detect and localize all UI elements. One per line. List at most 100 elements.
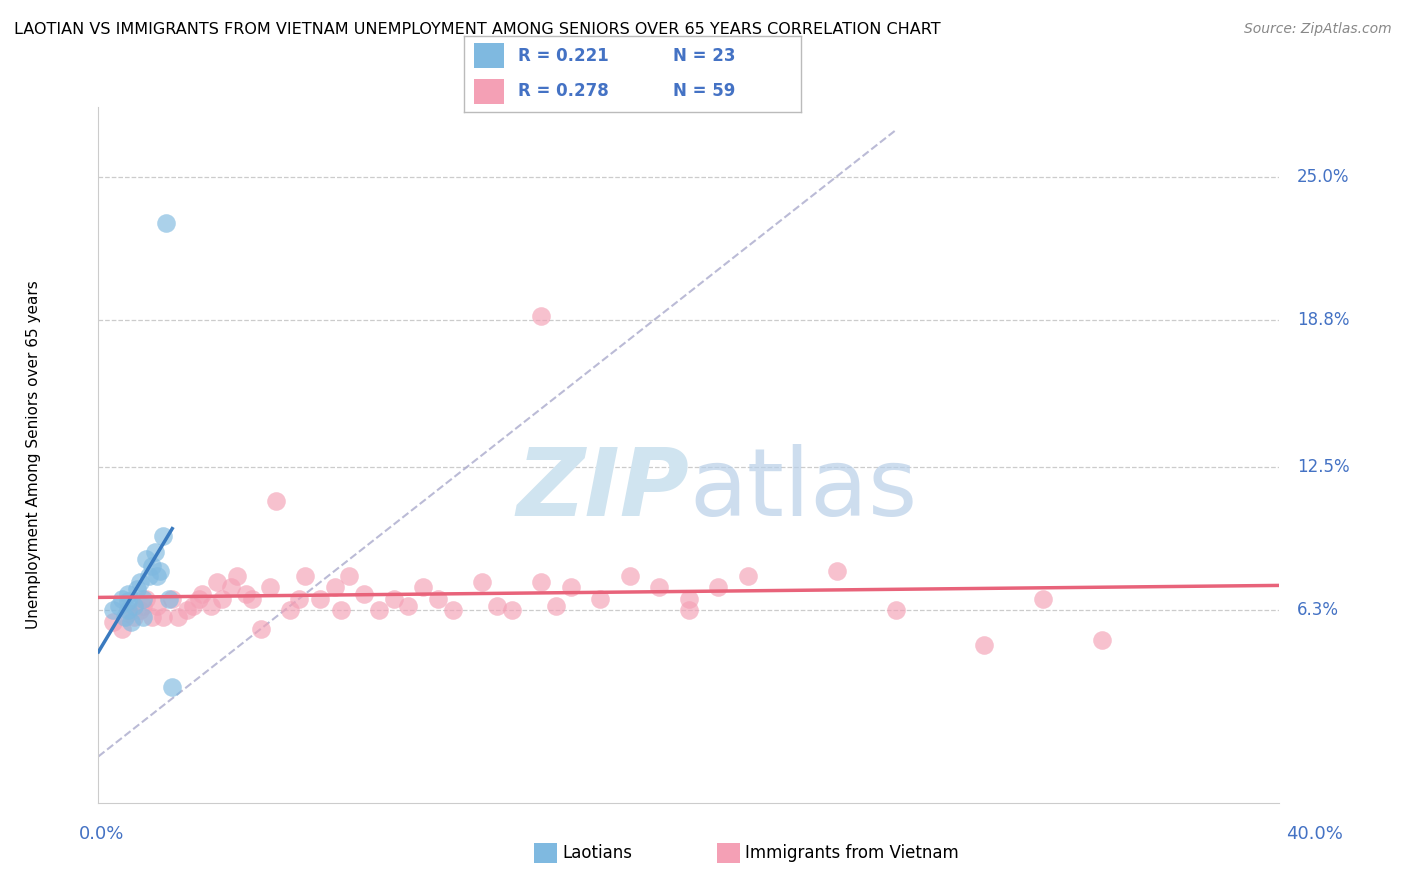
Point bbox=[114, 610, 136, 624]
Point bbox=[396, 599, 419, 613]
Point bbox=[152, 610, 174, 624]
Point bbox=[294, 568, 316, 582]
Text: 12.5%: 12.5% bbox=[1298, 458, 1350, 475]
Bar bbox=[474, 78, 505, 104]
Point bbox=[176, 603, 198, 617]
Point bbox=[560, 580, 582, 594]
Text: Unemployment Among Seniors over 65 years: Unemployment Among Seniors over 65 years bbox=[25, 281, 41, 629]
Point bbox=[157, 591, 180, 606]
Point bbox=[530, 575, 553, 590]
Point bbox=[162, 591, 183, 606]
Text: Immigrants from Vietnam: Immigrants from Vietnam bbox=[745, 844, 959, 862]
Point bbox=[337, 568, 360, 582]
Point bbox=[117, 606, 139, 620]
Text: N = 59: N = 59 bbox=[673, 82, 735, 101]
Point bbox=[181, 599, 204, 613]
Point bbox=[138, 568, 160, 582]
Point bbox=[240, 591, 263, 606]
Text: 40.0%: 40.0% bbox=[1286, 825, 1343, 843]
Point bbox=[155, 216, 177, 230]
Point bbox=[412, 580, 434, 594]
Point bbox=[235, 587, 257, 601]
Point bbox=[117, 603, 139, 617]
Point bbox=[382, 591, 405, 606]
Point bbox=[167, 610, 190, 624]
Point bbox=[353, 587, 375, 601]
Text: Laotians: Laotians bbox=[562, 844, 633, 862]
Point bbox=[191, 587, 214, 601]
Point bbox=[117, 594, 139, 608]
Point bbox=[111, 622, 134, 636]
Point bbox=[200, 599, 222, 613]
Point bbox=[132, 599, 155, 613]
Point bbox=[141, 559, 163, 574]
Point bbox=[323, 580, 346, 594]
Point bbox=[205, 575, 228, 590]
Point bbox=[501, 603, 523, 617]
Text: ZIP: ZIP bbox=[516, 443, 689, 536]
Point bbox=[678, 603, 700, 617]
Text: R = 0.278: R = 0.278 bbox=[517, 82, 609, 101]
Point bbox=[149, 564, 172, 578]
Point bbox=[544, 599, 567, 613]
Point bbox=[264, 494, 287, 508]
Point bbox=[825, 564, 848, 578]
Text: 25.0%: 25.0% bbox=[1298, 168, 1350, 186]
Point bbox=[737, 568, 759, 582]
Point bbox=[441, 603, 464, 617]
Text: N = 23: N = 23 bbox=[673, 46, 735, 65]
Point bbox=[141, 610, 163, 624]
Point bbox=[135, 591, 157, 606]
Point bbox=[187, 591, 209, 606]
Point bbox=[589, 591, 612, 606]
Point bbox=[146, 568, 169, 582]
Point bbox=[259, 580, 281, 594]
Point bbox=[973, 638, 995, 652]
Point bbox=[152, 529, 174, 543]
Point bbox=[128, 575, 150, 590]
Point bbox=[128, 603, 150, 617]
Point bbox=[619, 568, 641, 582]
Point bbox=[122, 599, 145, 613]
Point bbox=[648, 580, 671, 594]
Point bbox=[143, 545, 166, 559]
Point bbox=[125, 582, 148, 597]
Text: 0.0%: 0.0% bbox=[79, 825, 124, 843]
Point bbox=[135, 552, 157, 566]
Point bbox=[103, 603, 125, 617]
Point bbox=[108, 599, 131, 613]
Text: 6.3%: 6.3% bbox=[1298, 601, 1339, 619]
Point bbox=[471, 575, 494, 590]
Point bbox=[884, 603, 907, 617]
Bar bbox=[474, 44, 505, 69]
Point bbox=[368, 603, 391, 617]
Text: atlas: atlas bbox=[689, 443, 917, 536]
Point bbox=[1032, 591, 1054, 606]
Point bbox=[226, 568, 249, 582]
Point bbox=[278, 603, 302, 617]
Point bbox=[162, 680, 183, 694]
Point bbox=[103, 615, 125, 629]
Point bbox=[132, 591, 155, 606]
Point bbox=[530, 309, 553, 323]
Point bbox=[111, 591, 134, 606]
Text: R = 0.221: R = 0.221 bbox=[517, 46, 609, 65]
Point bbox=[117, 587, 139, 601]
Point bbox=[122, 610, 145, 624]
Text: Source: ZipAtlas.com: Source: ZipAtlas.com bbox=[1244, 22, 1392, 37]
Point bbox=[707, 580, 730, 594]
Point bbox=[486, 599, 509, 613]
Point bbox=[288, 591, 311, 606]
Point bbox=[678, 591, 700, 606]
Point bbox=[146, 599, 169, 613]
Point bbox=[120, 615, 142, 629]
Point bbox=[250, 622, 273, 636]
Point bbox=[132, 610, 155, 624]
Point bbox=[329, 603, 352, 617]
Point bbox=[1091, 633, 1114, 648]
Text: 18.8%: 18.8% bbox=[1298, 311, 1350, 329]
Point bbox=[427, 591, 450, 606]
Text: LAOTIAN VS IMMIGRANTS FROM VIETNAM UNEMPLOYMENT AMONG SENIORS OVER 65 YEARS CORR: LAOTIAN VS IMMIGRANTS FROM VIETNAM UNEMP… bbox=[14, 22, 941, 37]
Point bbox=[219, 580, 242, 594]
Point bbox=[309, 591, 332, 606]
